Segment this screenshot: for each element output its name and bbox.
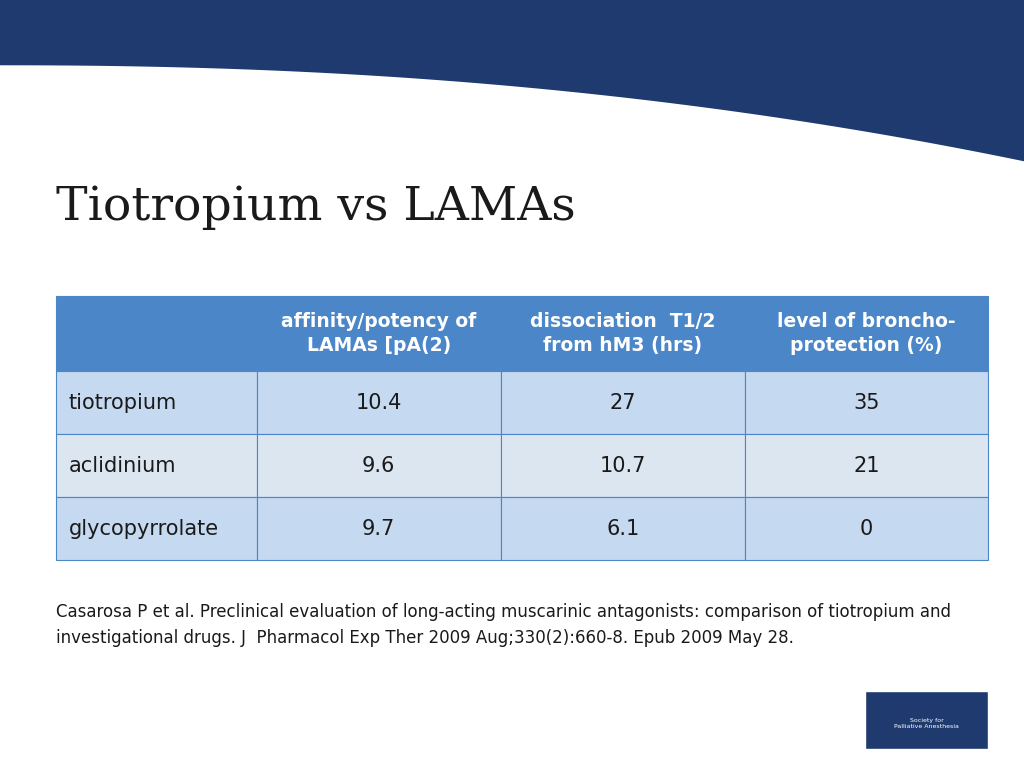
Text: glycopyrrolate: glycopyrrolate (69, 519, 219, 539)
Text: 10.7: 10.7 (600, 455, 646, 476)
Text: 27: 27 (609, 392, 636, 412)
Text: 9.7: 9.7 (362, 519, 395, 539)
Text: Casarosa P et al. Preclinical evaluation of long-acting muscarinic antagonists: : Casarosa P et al. Preclinical evaluation… (56, 603, 951, 647)
Text: affinity/potency of
LAMAs [pA(2): affinity/potency of LAMAs [pA(2) (282, 312, 476, 355)
Text: 35: 35 (853, 392, 880, 412)
Text: Society for
Palliative Anesthesia: Society for Palliative Anesthesia (894, 718, 959, 729)
Polygon shape (0, 0, 1024, 161)
Text: aclidinium: aclidinium (69, 455, 176, 476)
Text: 21: 21 (853, 455, 880, 476)
Text: 9.6: 9.6 (362, 455, 395, 476)
Text: dissociation  T1/2
from hM3 (hrs): dissociation T1/2 from hM3 (hrs) (530, 312, 716, 355)
Text: 6.1: 6.1 (606, 519, 640, 539)
Text: tiotropium: tiotropium (69, 392, 177, 412)
Text: Tiotropium vs LAMAs: Tiotropium vs LAMAs (56, 184, 575, 230)
Text: level of broncho-
protection (%): level of broncho- protection (%) (777, 312, 955, 355)
Text: 0: 0 (860, 519, 873, 539)
Text: 10.4: 10.4 (355, 392, 402, 412)
